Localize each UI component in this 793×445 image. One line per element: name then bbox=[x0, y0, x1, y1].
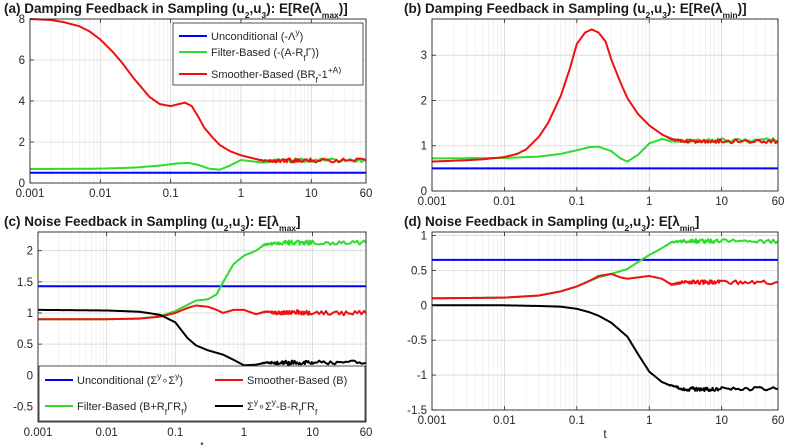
x-tick-label: 0.1 bbox=[167, 427, 183, 439]
tick-marks bbox=[29, 18, 367, 184]
y-tick-label: 3 bbox=[421, 50, 427, 62]
legend-entry: Smoother-Based (B) bbox=[247, 375, 347, 387]
legend-entry: Smoother-Based (BRf-1+A) bbox=[211, 65, 341, 85]
plot-area bbox=[432, 19, 778, 191]
x-tick-label: 10 bbox=[305, 188, 318, 200]
x-tick-label: 0.001 bbox=[16, 188, 45, 200]
y-tick-label: 6 bbox=[19, 55, 25, 67]
x-tick-label: 60 bbox=[772, 415, 785, 427]
legend-entry: Σy∘Σy-B-RfΓRf bbox=[247, 397, 318, 417]
axes-frame bbox=[431, 231, 779, 411]
x-tick-label: 0.001 bbox=[24, 427, 53, 439]
tick-marks bbox=[431, 232, 779, 411]
y-tick-label: -1.5 bbox=[407, 405, 427, 417]
x-tick-label: 10 bbox=[715, 415, 728, 427]
legend-entry: Filter-Based (B+RfΓRf) bbox=[77, 401, 187, 417]
x-tick-label: 0.1 bbox=[163, 188, 179, 200]
y-tick-label: -1 bbox=[417, 370, 427, 382]
minor-grid bbox=[453, 232, 779, 410]
axes-frame bbox=[431, 18, 779, 192]
x-tick-label: 1 bbox=[646, 415, 652, 427]
panel-title: (d) Noise Feedback in Sampling (u2,u3): … bbox=[404, 214, 699, 233]
panel-title: (c) Noise Feedback in Sampling (u2,u3): … bbox=[4, 214, 301, 233]
y-tick-label: -0.5 bbox=[407, 335, 427, 347]
x-tick-label: 0.1 bbox=[569, 196, 585, 208]
y-tick-label: 1 bbox=[27, 308, 33, 320]
x-tick-label: 1 bbox=[646, 196, 652, 208]
legend-box bbox=[38, 365, 366, 422]
y-tick-label: 1 bbox=[421, 230, 427, 242]
y-tick-label: 2 bbox=[19, 137, 25, 149]
panel-title: (a) Damping Feedback in Sampling (u2,u3)… bbox=[4, 1, 348, 20]
y-tick-label: 2 bbox=[27, 246, 33, 258]
legend-panel-a: Unconditional (-Λy) Filter-Based (-(A-RfΓ… bbox=[172, 22, 364, 86]
y-tick-label: 0 bbox=[19, 178, 25, 190]
y-tick-label: 4 bbox=[19, 96, 26, 108]
x-tick-label: 0.001 bbox=[418, 196, 447, 208]
legend-entry: Unconditional (-Λy) bbox=[211, 27, 303, 43]
x-axis-label: t bbox=[603, 427, 607, 441]
tick-marks bbox=[431, 19, 779, 192]
x-tick-label: 1 bbox=[238, 188, 244, 200]
y-tick-label: 2 bbox=[421, 95, 427, 107]
y-tick-label: 0 bbox=[421, 186, 427, 198]
plot-area bbox=[432, 232, 778, 410]
series-line-smootherbased bbox=[431, 272, 779, 300]
x-tick-label: 60 bbox=[360, 188, 373, 200]
y-tick-label: 0.5 bbox=[411, 265, 427, 277]
x-tick-label: 0.1 bbox=[569, 415, 585, 427]
legend-panel-c: Unconditional (Σy∘Σy) Filter-Based (B+RfΓ… bbox=[38, 365, 366, 422]
x-tick-label: 10 bbox=[715, 196, 728, 208]
x-tick-label: 1 bbox=[241, 427, 247, 439]
x-tick-label: 60 bbox=[772, 196, 785, 208]
x-tick-label: 0.01 bbox=[89, 188, 111, 200]
panel-d: 0.001 0.01 0.1 1 10 60 -1.5 -1 -0.5 0 0.5 1 t (d) Noi… bbox=[404, 214, 784, 441]
y-tick-label: 1.5 bbox=[17, 277, 33, 289]
x-axis-label: t bbox=[200, 439, 204, 445]
axes-frame bbox=[37, 231, 367, 423]
y-tick-label: 0 bbox=[421, 300, 427, 312]
series-line-smootherbased bbox=[38, 304, 367, 321]
series-line-smootherbased bbox=[431, 28, 779, 163]
y-tick-label: 0.5 bbox=[17, 339, 33, 351]
series-line-yybrf bbox=[37, 308, 367, 367]
x-tick-label: 0.01 bbox=[493, 415, 515, 427]
panel-b: 0.001 0.01 0.1 1 10 60 0 1 2 3 (b) Damping Feedbac… bbox=[404, 1, 784, 208]
y-tick-label: 8 bbox=[19, 14, 25, 26]
x-tick-label: 10 bbox=[306, 427, 319, 439]
panel-title: (b) Damping Feedback in Sampling (u2,u3)… bbox=[404, 1, 747, 20]
x-tick-label: 0.01 bbox=[95, 427, 117, 439]
legend-entry: Filter-Based (-(A-RfΓ)) bbox=[211, 47, 319, 63]
y-tick-label: -0.5 bbox=[13, 401, 33, 413]
legend-entry: Unconditional (Σy∘Σy) bbox=[77, 371, 183, 387]
series-line-smootherbased bbox=[29, 18, 367, 164]
x-tick-label: 0.001 bbox=[418, 415, 447, 427]
x-tick-label: 0.01 bbox=[493, 196, 515, 208]
y-tick-label: 1 bbox=[421, 141, 427, 153]
y-tick-label: 0 bbox=[27, 370, 33, 382]
x-tick-label: 60 bbox=[360, 427, 373, 439]
series-line-black bbox=[432, 304, 779, 393]
